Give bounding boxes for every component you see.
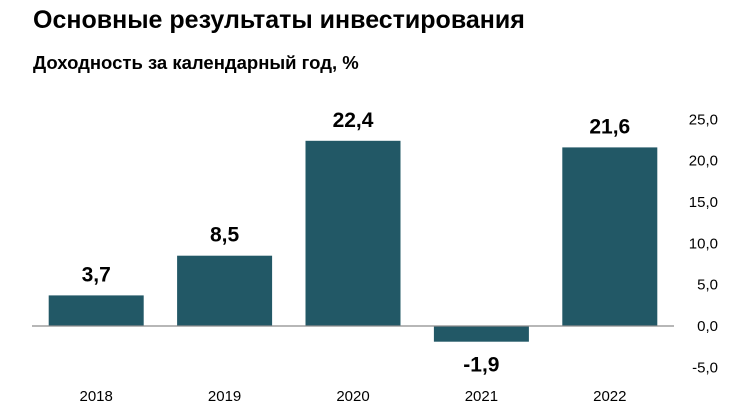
y-tick-label: 25,0 bbox=[689, 111, 718, 128]
bar-2020 bbox=[305, 140, 401, 326]
y-tick-label: 0,0 bbox=[697, 318, 718, 335]
bar-2021 bbox=[433, 326, 529, 342]
value-label-2022: 21,6 bbox=[589, 115, 630, 138]
category-label-2021: 2021 bbox=[465, 388, 498, 405]
value-labels-group: 3,7 8,5 22,4 -1,9 21,6 bbox=[82, 109, 631, 377]
category-labels-group: 2018 2019 2020 2021 2022 bbox=[80, 388, 627, 405]
category-label-2018: 2018 bbox=[80, 388, 113, 405]
value-label-2020: 22,4 bbox=[333, 109, 374, 132]
y-tick-label: 5,0 bbox=[697, 277, 718, 294]
bar-2022 bbox=[562, 147, 658, 326]
chart-title: Основные результаты инвестирования bbox=[33, 6, 525, 34]
y-axis-ticks-group: 25,0 20,0 15,0 10,0 5,0 0,0 -5,0 bbox=[689, 111, 718, 376]
y-tick-label: 15,0 bbox=[689, 194, 718, 211]
value-label-2018: 3,7 bbox=[82, 263, 111, 286]
bar-2019 bbox=[177, 255, 273, 326]
chart-subtitle: Доходность за календарный год, % bbox=[33, 52, 359, 73]
y-tick-label: -5,0 bbox=[692, 359, 718, 376]
value-label-2021: -1,9 bbox=[463, 354, 499, 377]
category-label-2019: 2019 bbox=[208, 388, 241, 405]
y-tick-label: 20,0 bbox=[689, 153, 718, 170]
category-label-2020: 2020 bbox=[336, 388, 369, 405]
bars-group bbox=[48, 140, 658, 342]
category-label-2022: 2022 bbox=[593, 388, 626, 405]
bar-2018 bbox=[48, 295, 144, 326]
value-label-2019: 8,5 bbox=[210, 224, 240, 247]
y-tick-label: 10,0 bbox=[689, 235, 718, 252]
